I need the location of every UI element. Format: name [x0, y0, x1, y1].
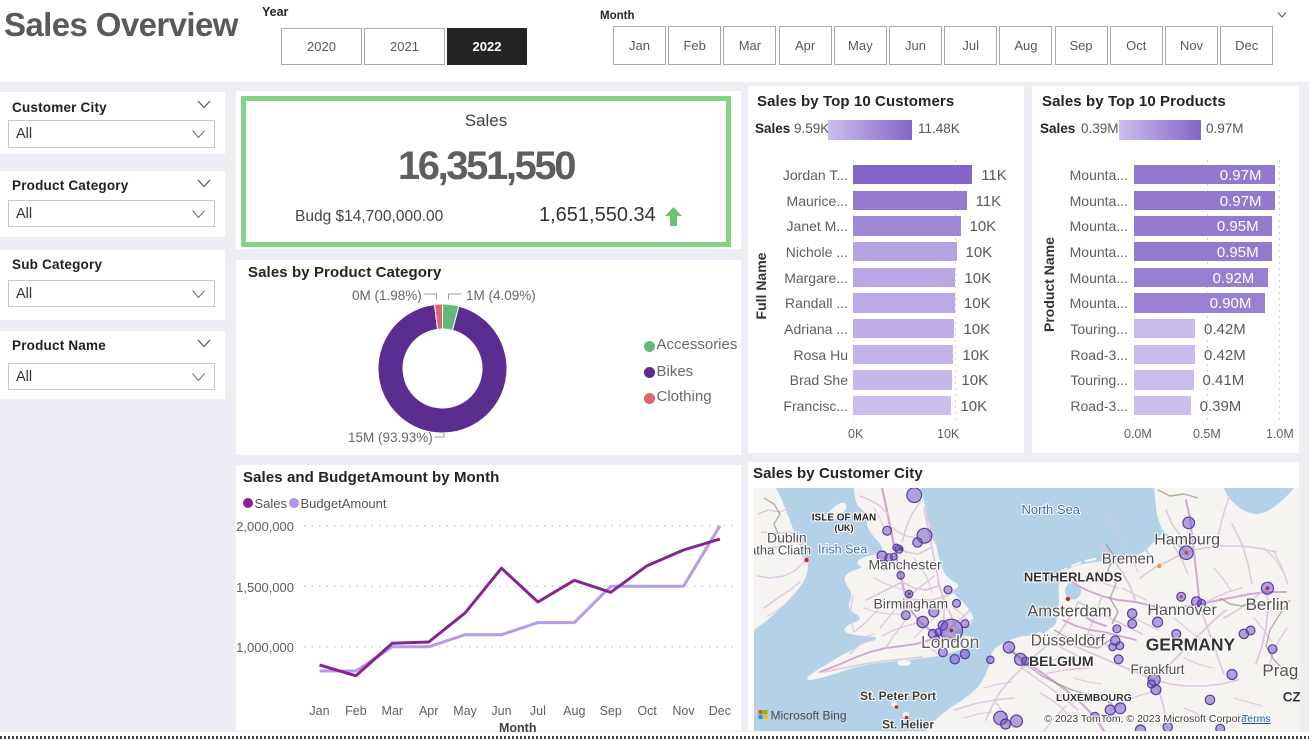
svg-text:Irish Sea: Irish Sea — [818, 543, 867, 557]
svg-text:London: London — [921, 632, 979, 652]
svg-text:Düsseldorf: Düsseldorf — [1030, 633, 1105, 650]
svg-text:Birmingham: Birmingham — [873, 596, 948, 612]
svg-text:Frankfurt: Frankfurt — [1130, 662, 1184, 677]
svg-text:Terms: Terms — [1242, 713, 1271, 725]
svg-text:Hamburg: Hamburg — [1154, 532, 1220, 549]
svg-text:St. Helier: St. Helier — [882, 718, 934, 732]
svg-text:North Sea: North Sea — [1021, 502, 1080, 517]
svg-text:(UK): (UK) — [834, 523, 853, 533]
svg-text:NETHERLANDS: NETHERLANDS — [1023, 570, 1122, 585]
svg-text:BELGIUM: BELGIUM — [1029, 653, 1094, 669]
svg-text:Bremen: Bremen — [1101, 551, 1154, 568]
svg-text:Amsterdam: Amsterdam — [1027, 603, 1111, 621]
svg-text:Manchester: Manchester — [868, 557, 941, 573]
svg-text:GERMANY: GERMANY — [1145, 635, 1235, 655]
svg-text:© 2023 TomTom, © 2023 Microsof: © 2023 TomTom, © 2023 Microsoft Corporat… — [1044, 713, 1264, 725]
svg-text:Dublin: Dublin — [767, 530, 807, 546]
svg-text:St. Peter Port: St. Peter Port — [860, 689, 936, 703]
svg-text:Hannover: Hannover — [1147, 602, 1217, 619]
svg-text:atha Cliath: atha Cliath — [754, 543, 811, 558]
svg-text:Berlin: Berlin — [1245, 595, 1288, 614]
svg-text:ISLE OF MAN: ISLE OF MAN — [811, 513, 875, 524]
svg-text:LUXEMBOURG: LUXEMBOURG — [1056, 692, 1132, 704]
svg-text:Prag: Prag — [1262, 661, 1298, 680]
svg-text:Microsoft Bing: Microsoft Bing — [770, 709, 846, 723]
svg-text:CZ: CZ — [1282, 690, 1299, 705]
